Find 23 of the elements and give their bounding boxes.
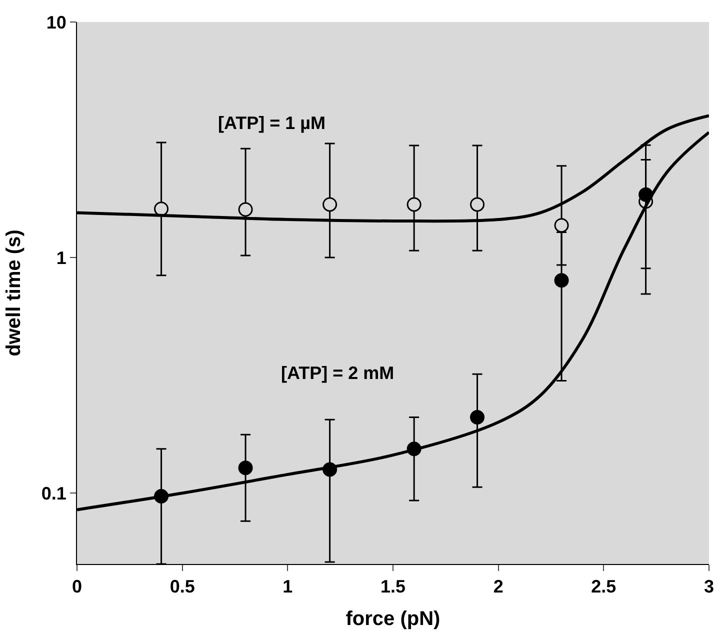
point [554, 273, 569, 288]
x-tick-label: 0 [72, 576, 82, 597]
point [470, 410, 485, 424]
y-tick-label: 1 [56, 248, 66, 268]
point [470, 197, 485, 212]
point [238, 460, 253, 476]
point [322, 197, 338, 212]
annotation: [ATP] = 1 µM [218, 113, 326, 133]
point [554, 218, 569, 233]
x-tick-label: 2.5 [591, 576, 616, 597]
point [238, 202, 253, 217]
x-tick-label: 1.5 [380, 576, 406, 597]
x-tick-label: 3 [704, 576, 714, 597]
point [154, 202, 169, 216]
y-tick-label: 10 [46, 12, 66, 32]
y-tick-label: 0.1 [41, 483, 66, 504]
x-tick-label: 2 [493, 576, 504, 597]
x-tick-label: 1 [282, 576, 293, 597]
x-axis-title: force (pN) [346, 608, 440, 630]
x-tick-label: 0.5 [170, 576, 195, 597]
point [406, 197, 422, 212]
y-axis-title: dwell time (s) [2, 230, 25, 356]
annotation: [ATP] = 2 mM [281, 363, 394, 383]
